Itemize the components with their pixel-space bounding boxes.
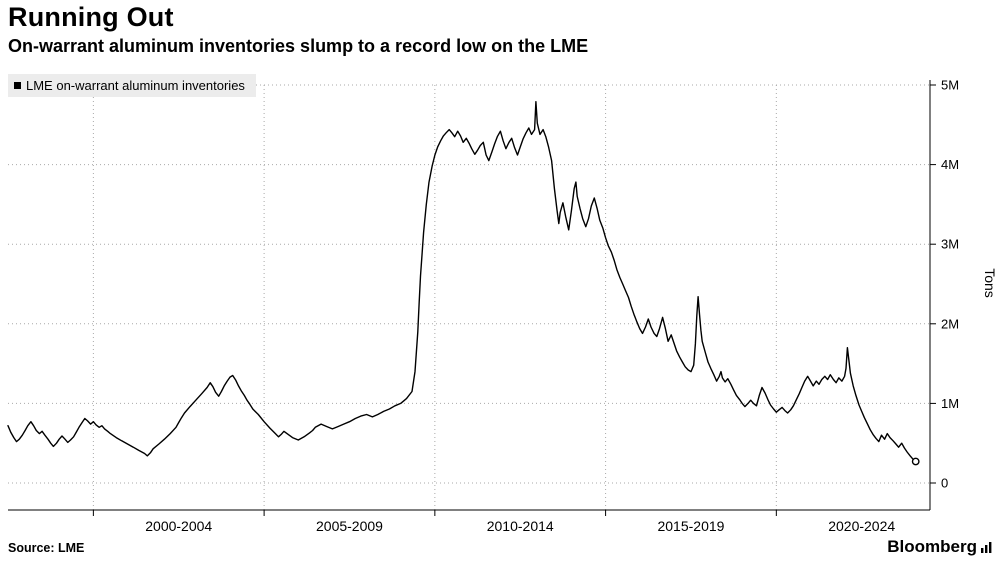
x-tick-label: 2010-2014	[487, 518, 554, 534]
legend: LME on-warrant aluminum inventories	[8, 74, 256, 97]
page-subtitle: On-warrant aluminum inventories slump to…	[8, 36, 589, 56]
x-tick-label: 2015-2019	[657, 518, 724, 534]
y-axis-title: Tons	[982, 268, 998, 298]
x-tick-label: 2005-2009	[316, 518, 383, 534]
y-tick-label: 5M	[941, 78, 959, 93]
series-end-marker	[911, 457, 920, 466]
bloomberg-wordmark: Bloomberg	[887, 537, 977, 556]
x-tick-label: 2020-2024	[828, 518, 895, 534]
y-tick-label: 3M	[941, 237, 959, 252]
legend-label: LME on-warrant aluminum inventories	[26, 78, 245, 93]
x-tick-label: 2000-2004	[145, 518, 212, 534]
source-note: Source: LME	[8, 541, 85, 555]
y-tick-label: 1M	[941, 396, 959, 411]
series-line	[7, 101, 917, 463]
y-tick-label: 4M	[941, 157, 959, 172]
page-title: Running Out	[8, 2, 174, 32]
bloomberg-logo: Bloomberg	[887, 537, 993, 557]
y-tick-label: 2M	[941, 316, 959, 331]
bloomberg-bars-icon	[981, 541, 992, 553]
y-tick-label: 0	[941, 476, 948, 491]
legend-swatch-icon	[14, 82, 21, 89]
